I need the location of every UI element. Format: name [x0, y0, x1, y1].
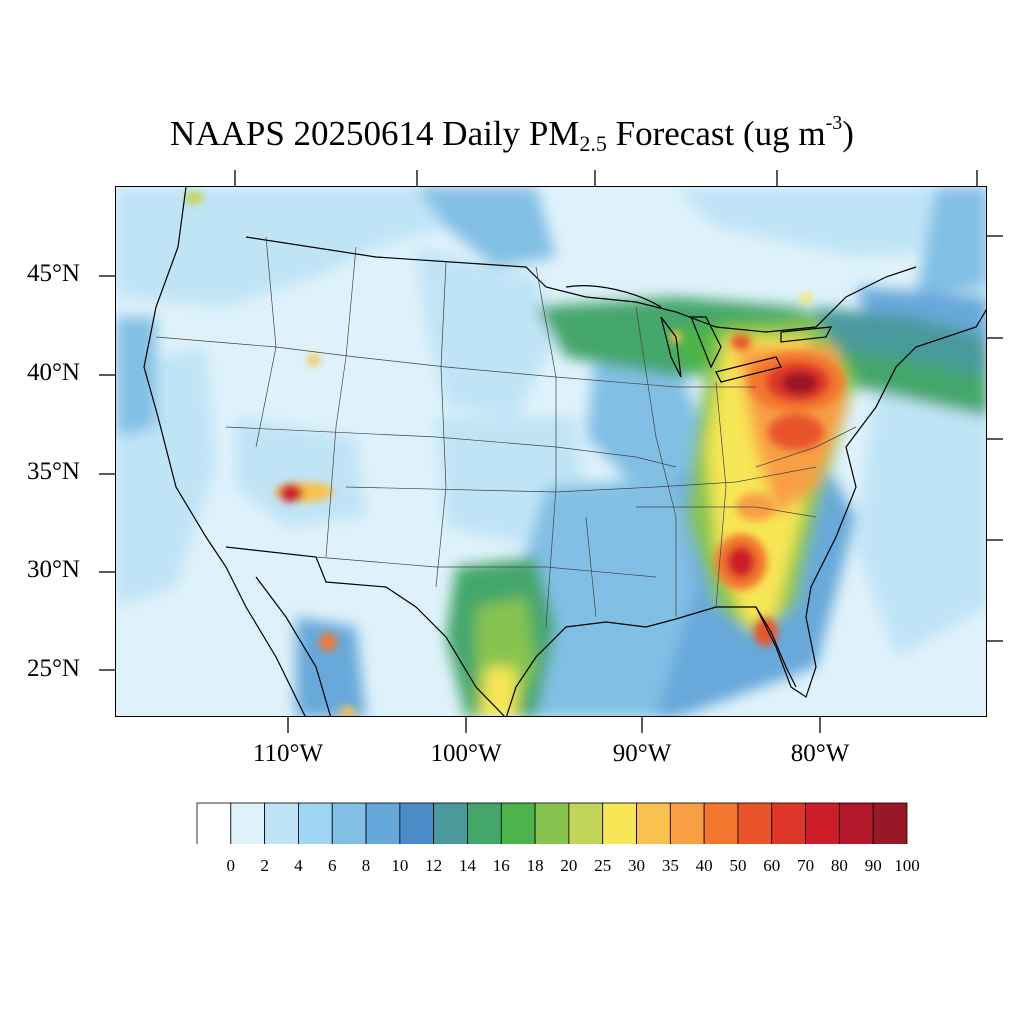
- colorbar-swatch: [669, 802, 705, 844]
- colorbar-swatch: [602, 802, 637, 844]
- colorbar-tick-label: 70: [797, 856, 815, 875]
- lon-label-90w: 90°W: [612, 740, 672, 767]
- colorbar-swatch: [298, 802, 333, 844]
- colorbar-tick-label: 10: [391, 856, 409, 875]
- colorbar-swatch: [467, 802, 502, 844]
- lat-label-40: 40°N: [26, 359, 80, 386]
- colorbar-tick-label: 8: [361, 856, 371, 875]
- colorbar-tick-label: 30: [628, 856, 646, 875]
- colorbar-tick-label: 2: [260, 856, 269, 875]
- lat-label-35: 35°N: [26, 458, 80, 485]
- colorbar-swatch: [500, 802, 536, 844]
- colorbar-tick-label: 50: [729, 856, 747, 875]
- colorbar-swatch: [568, 802, 604, 844]
- pm25-map: [115, 186, 987, 717]
- lon-label-80w: 80°W: [790, 740, 850, 767]
- colorbar-tick-label: 4: [294, 856, 303, 875]
- colorbar-tick-label: 25: [594, 856, 612, 875]
- lat-label-30: 30°N: [26, 556, 80, 583]
- colorbar-swatch: [264, 802, 299, 844]
- colorbar-swatch: [196, 802, 232, 844]
- colorbar-tick-label: 80: [830, 856, 848, 875]
- colorbar-tick-label: 20: [560, 856, 578, 875]
- colorbar-swatch: [838, 802, 874, 844]
- colorbar-swatch: [331, 802, 367, 844]
- colorbar-swatch: [534, 802, 570, 844]
- hotspots: [185, 191, 844, 716]
- colorbar-swatch: [771, 802, 806, 844]
- colorbar-swatch: [399, 802, 435, 844]
- colorbar-tick-label: 35: [661, 856, 679, 875]
- colorbar-tick-label: 40: [695, 856, 713, 875]
- colorbar-tick-label: 14: [458, 856, 476, 875]
- colorbar-swatch: [703, 802, 739, 844]
- colorbar-swatch: [230, 802, 266, 844]
- colorbar-swatch: [636, 802, 671, 844]
- colorbar-tick-label: 100: [894, 856, 920, 875]
- lat-label-45: 45°N: [26, 260, 80, 287]
- lat-label-25: 25°N: [26, 655, 80, 682]
- colorbar-tick-label: 60: [763, 856, 781, 875]
- colorbar-tick-label: 6: [327, 856, 337, 875]
- colorbar-tick-label: 12: [425, 856, 443, 875]
- colorbar-swatch: [872, 802, 908, 844]
- colorbar-swatch: [737, 802, 773, 844]
- lon-label-110w: 110°W: [252, 740, 324, 767]
- colorbar-tick-label: 0: [226, 856, 236, 875]
- colorbar-swatch: [805, 802, 840, 844]
- map-canvas: [116, 187, 986, 716]
- lon-label-100w: 100°W: [430, 740, 502, 767]
- colorbar: [196, 802, 908, 844]
- colorbar-tick-label: 90: [864, 856, 882, 875]
- state-boundaries: [155, 236, 857, 628]
- coastlines-and-borders: [143, 187, 986, 716]
- map-title: NAAPS 20250614 Daily PM2.5 Forecast (ug …: [170, 112, 854, 156]
- colorbar-swatch: [365, 802, 401, 844]
- colorbar-tick-label: 18: [526, 856, 544, 875]
- colorbar-tick-label: 16: [492, 856, 510, 875]
- colorbar-swatch: [433, 802, 468, 844]
